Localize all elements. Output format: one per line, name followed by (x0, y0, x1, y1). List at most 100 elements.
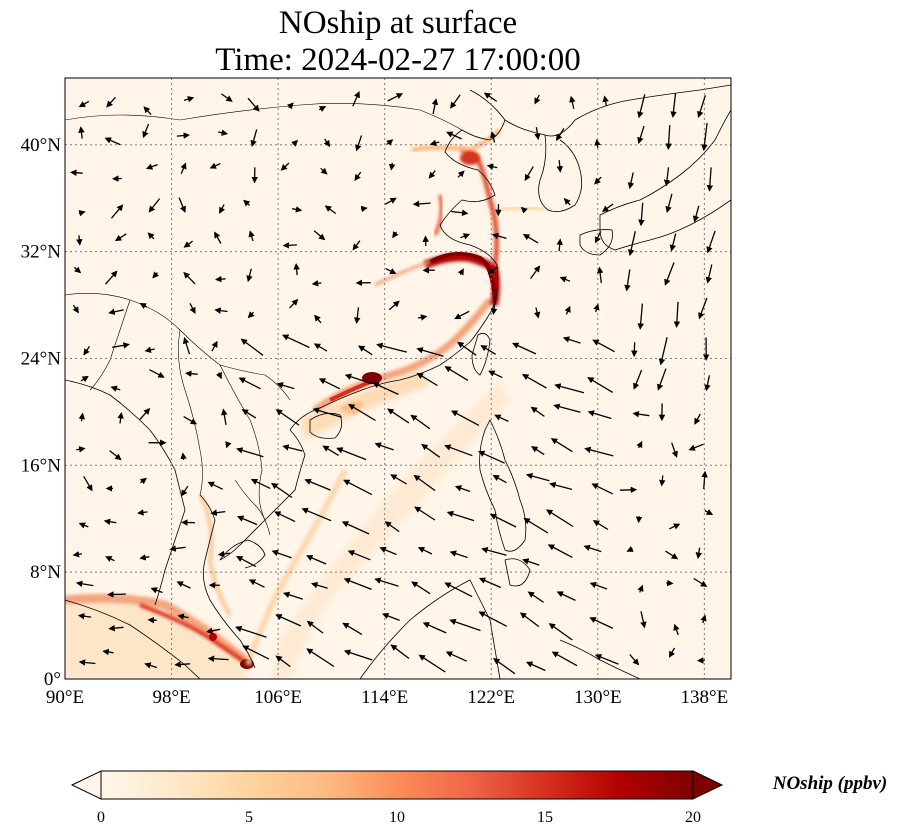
wind-arrow (322, 445, 339, 456)
wind-arrow (246, 268, 253, 283)
wind-arrow (392, 231, 399, 239)
wind-arrow (78, 209, 86, 217)
wind-arrow (271, 549, 292, 559)
colorbar-tick-label: 0 (97, 809, 105, 826)
lat-tick-label: 32°N (21, 242, 62, 263)
wind-arrow (457, 268, 464, 276)
wind-arrow (583, 544, 602, 553)
wind-arrow (522, 234, 539, 244)
wind-arrow (664, 262, 675, 286)
wind-arrow (668, 647, 676, 658)
wind-arrow (669, 233, 677, 252)
wind-arrow (241, 409, 257, 419)
wind-arrow (601, 203, 614, 212)
lon-tick-label: 114°E (361, 687, 408, 708)
wind-arrow (692, 205, 700, 223)
wind-arrow (556, 238, 563, 252)
wind-arrow (524, 166, 534, 182)
wind-arrow (271, 482, 293, 499)
wind-arrow (480, 345, 497, 355)
wind-arrow (78, 412, 86, 422)
wind-arrow (301, 507, 332, 522)
wind-arrow (343, 577, 372, 591)
wind-arrow (306, 648, 335, 668)
wind-arrow (235, 625, 267, 638)
wind-arrow (587, 377, 614, 393)
wind-arrow (548, 623, 573, 641)
wind-arrow (416, 372, 438, 387)
wind-arrow (666, 579, 674, 587)
wind-arrow (454, 310, 470, 320)
wind-vectors (70, 91, 716, 675)
wind-arrow (665, 550, 679, 560)
colorbar-extend-max (692, 770, 724, 800)
wind-arrow (108, 308, 124, 316)
wind-arrow (110, 385, 121, 392)
wind-arrow (553, 403, 581, 413)
wind-arrow (275, 614, 302, 627)
wind-arrow (139, 477, 147, 485)
wind-arrow (374, 442, 394, 451)
wind-arrow (306, 554, 327, 565)
wind-arrow (704, 509, 714, 516)
wind-arrow (637, 125, 645, 144)
wind-arrow (276, 382, 295, 390)
wind-arrow (589, 617, 614, 629)
wind-arrow (381, 612, 400, 622)
colorbar-tick-label: 5 (245, 809, 253, 826)
wind-arrow (352, 240, 361, 251)
wind-arrow (671, 442, 678, 458)
lon-tick-label: 122°E (467, 687, 515, 708)
wind-arrow (76, 235, 83, 246)
wind-arrow (312, 407, 342, 418)
wind-arrow (388, 300, 400, 311)
colorbar-tick-label: 15 (537, 809, 553, 826)
wind-arrow (663, 167, 671, 187)
wind-arrow (556, 591, 576, 601)
wind-arrow (416, 347, 444, 357)
wind-arrow (150, 587, 163, 594)
wind-arrow (487, 266, 498, 275)
wind-arrow (139, 302, 148, 310)
wind-arrow (117, 412, 124, 424)
colorbar-tick-label: 20 (685, 809, 701, 826)
map-frame (64, 77, 732, 680)
wind-arrow (352, 91, 360, 107)
wind-arrow (336, 447, 367, 461)
colorbar-tick-label: 10 (389, 809, 405, 826)
wind-arrow (210, 509, 226, 516)
wind-arrow (547, 544, 573, 558)
wind-arrow (457, 341, 477, 356)
wind-arrow (454, 485, 471, 493)
colorbar-label: NOship (ppbv) (772, 773, 888, 794)
wind-arrow (414, 506, 436, 521)
wind-arrow (635, 516, 643, 524)
wind-arrow (556, 128, 565, 141)
wind-arrow (486, 163, 498, 170)
wind-arrow (701, 470, 708, 490)
longitude-axis: 90°E 98°E 106°E 114°E 122°E 130°E 138°E (46, 687, 728, 708)
wind-arrow (533, 307, 541, 319)
wind-arrow (112, 342, 130, 349)
wind-arrow (387, 408, 410, 424)
wind-arrow (78, 126, 85, 139)
wind-arrow (215, 371, 222, 380)
wind-arrow (584, 446, 614, 457)
wind-arrow (491, 232, 507, 240)
wind-arrow (592, 339, 615, 353)
wind-arrow (147, 232, 155, 240)
wind-arrow (669, 523, 681, 530)
wind-arrow (657, 368, 667, 391)
wind-arrow (693, 577, 708, 587)
wind-arrow (80, 375, 89, 383)
wind-arrow (189, 303, 196, 314)
wind-arrow (386, 139, 394, 146)
wind-arrow (636, 440, 643, 449)
lon-tick-label: 130°E (574, 687, 622, 708)
wind-arrow (75, 580, 94, 588)
wind-arrow (592, 520, 609, 531)
wind-arrow (247, 311, 255, 319)
wind-arrow (445, 651, 467, 662)
wind-arrow (107, 591, 126, 598)
